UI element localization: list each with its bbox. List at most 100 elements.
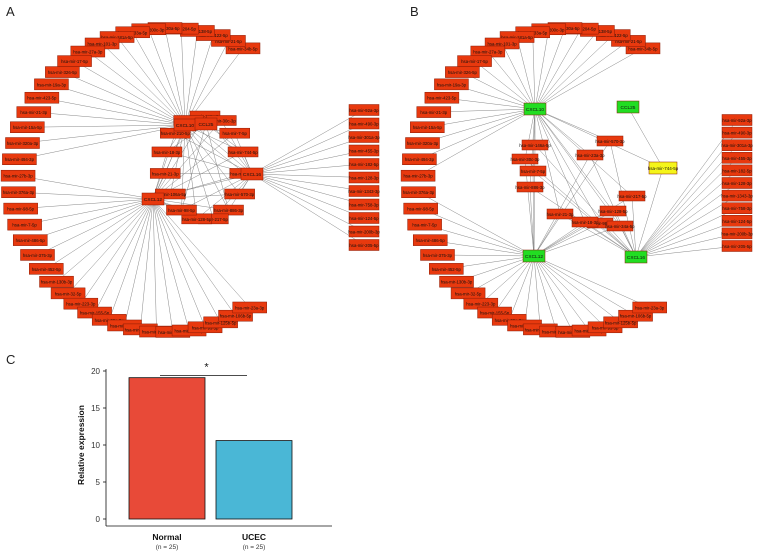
mirna-node: hsa-mir-130b-3p — [39, 275, 74, 288]
mirna-node: hsa-mir-19a-3p — [434, 78, 469, 91]
mirna-node-label: hsa-mir-155-5p — [80, 311, 110, 316]
edge — [51, 84, 186, 126]
mirna-node-label: hsa-mir-130b-3p — [41, 280, 73, 285]
mirna-node-box — [0, 169, 36, 182]
mirna-node-label: hsa-mir-124-5p — [349, 216, 379, 221]
edge — [251, 150, 365, 175]
edge — [422, 108, 536, 144]
mirna-node-label: hsa-mir-494-3p — [405, 157, 435, 162]
mirna-node-label: hsa-mir-423-5p — [27, 96, 57, 101]
edge — [417, 108, 536, 176]
mirna-node: hsa-mir-200b-3p — [721, 227, 753, 240]
edge — [635, 245, 738, 258]
mirna-node-label: hsa-mir-146a-5p — [189, 114, 221, 119]
mirna-node: hsa-mir-19a-3p — [34, 78, 69, 91]
mirna-node-highlight: hsa-mir-744-5p — [648, 161, 679, 175]
mirna-node-label: hsa-mir-205-5p — [722, 244, 752, 249]
mirna-node-label: hsa-mir-27b-3p — [3, 174, 33, 179]
mirna-node-label: hsa-mir-155-5p — [480, 311, 510, 316]
mirna-node-box — [402, 153, 437, 165]
mirna-node-box — [721, 139, 753, 151]
y-tick-label: 20 — [91, 367, 100, 376]
edge — [251, 173, 365, 178]
mirna-node-label: hsa-mir-146a-5p — [519, 143, 551, 148]
edge — [184, 34, 214, 126]
mirna-node-label: hsa-mir-758-3p — [349, 203, 379, 208]
gene-node-cxcl10-label: CXCL10 — [176, 123, 194, 129]
edge — [101, 43, 186, 126]
mirna-node: hsa-mir-423-5p — [424, 91, 460, 104]
mirna-node-box — [151, 146, 183, 158]
mirna-node-box — [618, 190, 646, 202]
mirna-node-box — [721, 177, 753, 189]
edge — [627, 106, 664, 169]
mirna-node-box — [348, 131, 380, 143]
edge — [132, 32, 186, 126]
network-b: hsa-mir-34b-5phsa-mir-21-5phsa-mir-122-5… — [400, 22, 753, 338]
mirna-node-label: hsa-mir-455-3p — [722, 156, 752, 161]
network-a: hsa-mir-34b-5phsa-mir-21-5phsa-mir-122-5… — [0, 22, 380, 338]
mirna-node-label: hsa-mir-106b-5p — [620, 314, 652, 319]
mirna-node-box — [401, 186, 436, 198]
mirna-node-label: hsa-mir-205-5p — [349, 243, 379, 248]
x-tick-label: Normal — [152, 532, 181, 542]
mirna-node-label: hsa-mir-34b-5p — [228, 46, 258, 51]
mirna-node: hsa-mir-17-5p — [457, 55, 492, 67]
gene-node-cxcl12: CXCL12 — [141, 192, 165, 206]
mirna-node-box — [348, 117, 380, 130]
mirna-node-label: hsa-mir-27a-3p — [73, 50, 103, 55]
edge — [33, 111, 186, 126]
mirna-node-label: hsa-mir-375-3p — [423, 253, 453, 258]
mirna-node: hsa-mir-486-5p — [412, 234, 448, 246]
mirna-node-label: hsa-mir-320a-3p — [7, 141, 39, 146]
edge — [534, 28, 582, 110]
mirna-node-box — [3, 202, 38, 215]
mirna-node: hsa-mir-30c-3p — [511, 153, 540, 165]
mirna-node-box — [219, 127, 250, 139]
mirna-node-label: hsa-mir-301a-3p — [721, 143, 753, 148]
edge — [635, 157, 738, 258]
mirna-node-box — [39, 275, 74, 288]
edge — [533, 255, 590, 331]
gene-node-cxcl12-label: CXCL12 — [525, 254, 543, 260]
edge — [631, 195, 637, 258]
mirna-node: hsa-mir-375-3p — [420, 249, 455, 261]
edge — [635, 182, 738, 258]
mirna-node-box — [45, 66, 80, 78]
mirna-node: hsa-mir-7-5p — [519, 165, 547, 177]
mirna-node-box — [445, 66, 480, 78]
gene-node-cxcl10: CXCL10 — [173, 118, 197, 132]
mirna-node: hsa-mir-744-5p — [227, 146, 259, 158]
edge — [41, 97, 186, 126]
mirna-node-box — [606, 220, 634, 232]
mirna-node: hsa-mir-452-5p — [429, 263, 464, 275]
edge — [533, 255, 650, 308]
edge — [116, 36, 186, 126]
mirna-node-label: hsa-mir-217-5p — [617, 194, 647, 199]
mirna-node-highlight-label: hsa-mir-744-5p — [648, 166, 679, 171]
mirna-node: hsa-mir-32-5p — [450, 287, 486, 300]
gene-node-cxcl12: CXCL12 — [522, 249, 546, 263]
edge — [19, 124, 186, 160]
mirna-node-label: hsa-mir-490-3p — [722, 131, 752, 136]
mirna-node-box — [166, 204, 197, 216]
edge — [474, 60, 536, 110]
edge — [532, 32, 536, 110]
edge — [152, 198, 250, 308]
mirna-node-label: hsa-mir-27a-3p — [473, 50, 503, 55]
mirna-node-label: hsa-mir-886-3p — [214, 208, 244, 213]
edge — [20, 198, 154, 209]
mirna-node: hsa-mir-200b-3p — [348, 225, 380, 238]
mirna-node-label: hsa-mir-301a-3p — [348, 135, 380, 140]
mirna-node: hsa-mir-21-3p — [547, 208, 574, 220]
mirna-node: hsa-mir-23a-3p — [232, 301, 267, 314]
mirna-node-box — [34, 78, 69, 91]
mirna-node: hsa-mir-128-3p — [348, 171, 380, 184]
mirna-node: hsa-mir-15a-5p — [410, 121, 445, 133]
mirna-node-label: hsa-mir-570-3p — [225, 192, 255, 197]
mirna-node-label: hsa-mir-34a-5p — [605, 224, 635, 229]
panel-c-label: C — [6, 352, 16, 367]
mirna-node-label: hsa-mir-320a-3p — [407, 141, 439, 146]
mirna-node-label: hsa-mir-23a-3p — [635, 305, 665, 310]
mirna-node-box — [29, 263, 64, 275]
